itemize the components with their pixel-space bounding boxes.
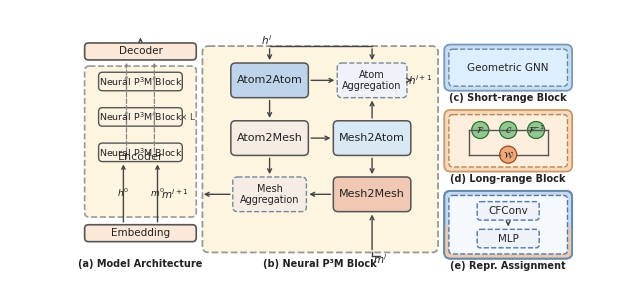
Text: Embedding: Embedding [111, 228, 170, 238]
FancyBboxPatch shape [202, 46, 438, 252]
FancyBboxPatch shape [84, 43, 196, 60]
Text: $\times$ L: $\times$ L [179, 111, 196, 122]
Text: (e) Repr. Assignment: (e) Repr. Assignment [451, 261, 566, 271]
Text: $\mathcal{C}$: $\mathcal{C}$ [504, 125, 512, 135]
Text: MLP: MLP [498, 234, 518, 243]
Text: Decoder: Decoder [118, 46, 163, 56]
FancyBboxPatch shape [449, 115, 568, 167]
Text: (a) Model Architecture: (a) Model Architecture [78, 259, 203, 269]
Text: Mesh2Mesh: Mesh2Mesh [339, 189, 405, 199]
FancyBboxPatch shape [449, 196, 568, 254]
FancyBboxPatch shape [99, 72, 182, 91]
Text: $h^{l+1}$: $h^{l+1}$ [408, 73, 432, 87]
Circle shape [527, 122, 545, 138]
FancyBboxPatch shape [231, 121, 308, 155]
Text: $h^0$: $h^0$ [117, 187, 129, 199]
Text: CFConv: CFConv [488, 206, 528, 216]
Text: Neural P$^3$M Block: Neural P$^3$M Block [99, 146, 182, 159]
FancyBboxPatch shape [233, 177, 307, 212]
Text: Neural P$^3$M Block: Neural P$^3$M Block [99, 75, 182, 88]
FancyBboxPatch shape [333, 177, 411, 212]
FancyBboxPatch shape [333, 121, 411, 155]
Text: Neural P$^3$M Block: Neural P$^3$M Block [99, 111, 182, 123]
Circle shape [500, 122, 516, 138]
Text: Atom2Atom: Atom2Atom [237, 75, 303, 85]
Text: $\mathcal{F}$: $\mathcal{F}$ [476, 125, 484, 135]
Text: (d) Long-range Block: (d) Long-range Block [451, 174, 566, 184]
Text: $m^0$: $m^0$ [150, 187, 165, 199]
FancyBboxPatch shape [99, 108, 182, 126]
FancyBboxPatch shape [444, 110, 572, 172]
Circle shape [472, 122, 489, 138]
Text: $h^l$: $h^l$ [261, 33, 272, 47]
FancyBboxPatch shape [444, 191, 572, 258]
FancyBboxPatch shape [337, 63, 407, 98]
FancyBboxPatch shape [84, 225, 196, 242]
FancyBboxPatch shape [444, 225, 572, 258]
Text: Geometric GNN: Geometric GNN [467, 63, 549, 73]
Text: $\mathcal{W}$: $\mathcal{W}$ [502, 149, 514, 160]
FancyBboxPatch shape [84, 66, 196, 217]
FancyBboxPatch shape [99, 143, 182, 161]
Text: $m^l$: $m^l$ [372, 252, 387, 266]
Text: Atom
Aggregation: Atom Aggregation [342, 70, 402, 91]
Text: Encoder: Encoder [118, 152, 163, 162]
Text: Mesh2Atom: Mesh2Atom [339, 133, 405, 143]
Text: Atom2Mesh: Atom2Mesh [237, 133, 303, 143]
Text: Mesh
Aggregation: Mesh Aggregation [240, 184, 300, 205]
Text: (c) Short-range Block: (c) Short-range Block [449, 93, 567, 103]
Circle shape [500, 146, 516, 163]
Text: $m^{l+1}$: $m^{l+1}$ [161, 187, 189, 201]
FancyBboxPatch shape [477, 202, 539, 220]
FancyBboxPatch shape [231, 63, 308, 98]
FancyBboxPatch shape [449, 49, 568, 86]
FancyBboxPatch shape [477, 229, 539, 248]
Text: $\mathcal{F}^{-1}$: $\mathcal{F}^{-1}$ [528, 124, 545, 136]
FancyBboxPatch shape [444, 45, 572, 91]
Text: (b) Neural P³M Block: (b) Neural P³M Block [264, 259, 377, 269]
